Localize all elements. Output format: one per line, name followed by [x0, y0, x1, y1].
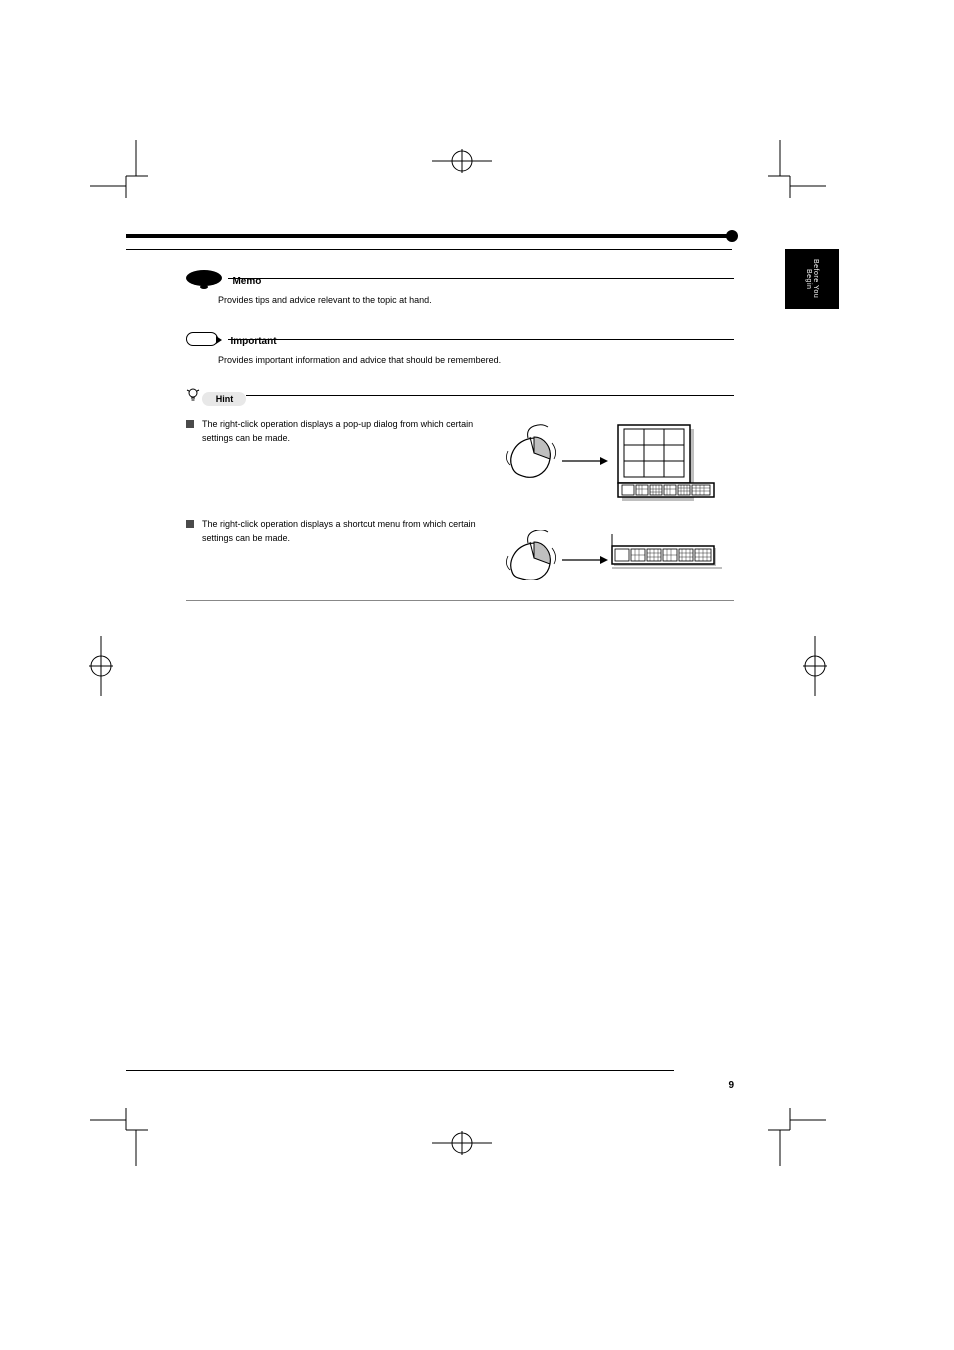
- important-body-text: Provides important information and advic…: [218, 354, 718, 367]
- important-icon: [186, 332, 218, 346]
- register-mark-left: [86, 636, 116, 696]
- section-separator-rule: [186, 600, 734, 601]
- crop-mark-bottom-left: [90, 1108, 148, 1166]
- register-mark-bottom: [432, 1128, 492, 1158]
- crop-mark-top-right: [768, 140, 826, 198]
- bullet-icon: [186, 520, 194, 528]
- footer-rule: [126, 1070, 674, 1071]
- hint-block-2-text: The right-click operation displays a sho…: [202, 518, 492, 545]
- illustration-popup: [504, 423, 724, 501]
- memo-body-text: Provides tips and advice relevant to the…: [218, 294, 718, 307]
- hint-block-1-text: The right-click operation displays a pop…: [202, 418, 492, 445]
- crop-mark-bottom-right: [768, 1108, 826, 1166]
- crop-mark-top-left: [90, 140, 148, 198]
- important-header: Important: [186, 332, 734, 351]
- important-rule: [228, 339, 734, 340]
- page-header-rule: [126, 234, 732, 238]
- lightbulb-icon: [186, 388, 200, 402]
- illustration-shortcut-menu: [504, 530, 724, 580]
- memo-header: Memo: [186, 270, 734, 291]
- hint-header: Hint: [186, 388, 734, 407]
- hint-rule: [246, 395, 734, 396]
- hint-label: Hint: [202, 392, 246, 406]
- side-tab: Before You Begin: [785, 249, 839, 309]
- page-number: 9: [728, 1080, 734, 1091]
- memo-rule: [228, 278, 734, 279]
- register-mark-right: [800, 636, 830, 696]
- register-mark-top: [432, 146, 492, 176]
- page-header-thin-rule: [126, 249, 732, 250]
- important-label: Important: [230, 336, 276, 347]
- memo-icon: [186, 270, 222, 286]
- page-header-rule-dot: [726, 230, 738, 242]
- bullet-icon: [186, 420, 194, 428]
